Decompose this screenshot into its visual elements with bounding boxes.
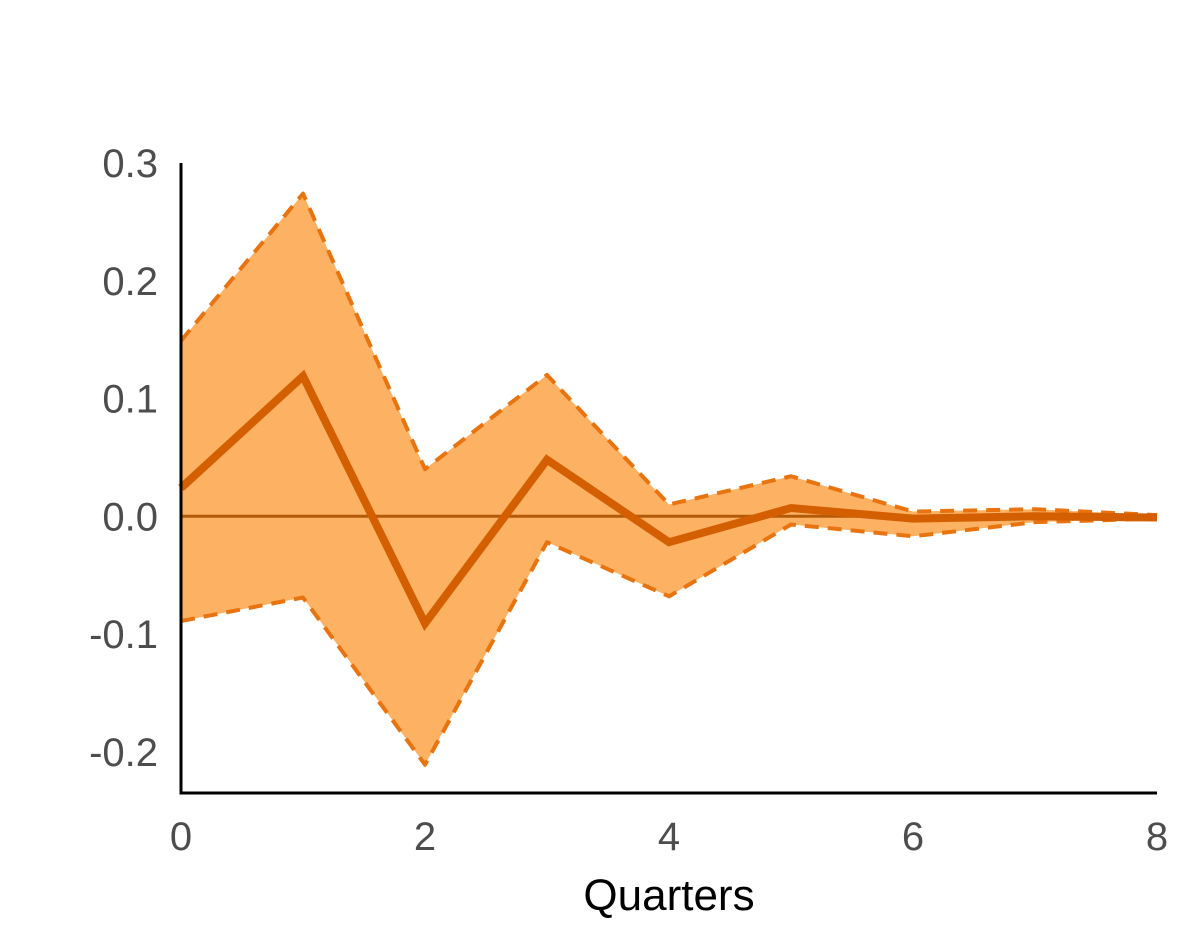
axes bbox=[179, 163, 1157, 795]
x-tick-label: 4 bbox=[658, 815, 680, 859]
y-tick-label: -0.1 bbox=[89, 613, 158, 657]
confidence-band-layer bbox=[181, 193, 1157, 765]
bound-lines-layer bbox=[179, 191, 1158, 767]
x-tick-label: 8 bbox=[1146, 815, 1168, 859]
y-tick-label: 0.1 bbox=[102, 378, 158, 422]
x-axis-title: Quarters bbox=[583, 871, 754, 920]
lower-bound-line bbox=[180, 516, 1158, 767]
upper-bound-line bbox=[179, 191, 1158, 518]
estimate-line-layer bbox=[178, 369, 1158, 632]
y-tick-labels: -0.2 -0.1 0.0 0.1 0.2 0.3 bbox=[89, 142, 158, 775]
x-tick-labels: 0 2 4 6 8 bbox=[170, 815, 1168, 859]
y-tick-label: -0.2 bbox=[89, 731, 158, 775]
x-tick-label: 0 bbox=[170, 815, 192, 859]
confidence-band bbox=[181, 193, 1157, 765]
x-tick-label: 6 bbox=[902, 815, 924, 859]
y-tick-label: 0.2 bbox=[102, 260, 158, 304]
x-tick-label: 2 bbox=[414, 815, 436, 859]
y-tick-label: 0.3 bbox=[102, 142, 158, 186]
y-tick-label: 0.0 bbox=[102, 495, 158, 539]
